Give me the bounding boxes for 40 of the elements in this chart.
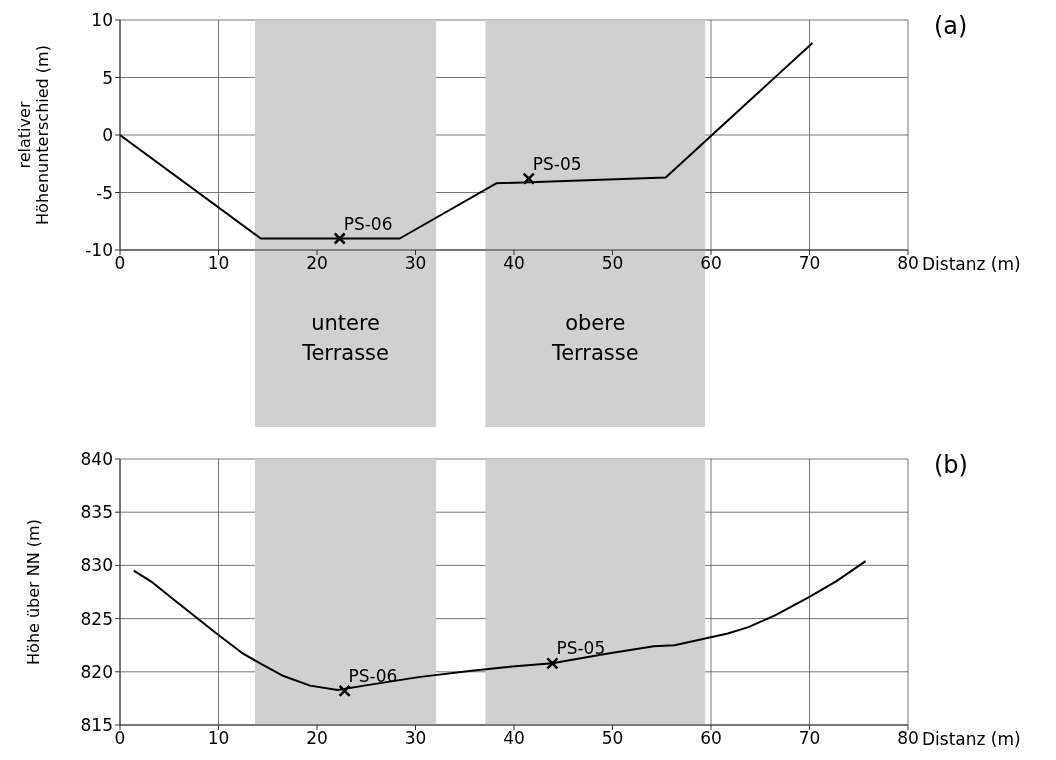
annotation: PS-06 (343, 213, 393, 234)
y-tick-label: 830 (80, 555, 113, 576)
y-tick-label: 815 (80, 715, 113, 736)
y-tick-label: -5 (96, 182, 113, 203)
x-tick-label: 10 (207, 253, 230, 274)
x-tick-label: 50 (601, 253, 624, 274)
y-tick-label: 825 (80, 608, 113, 629)
text: (b) (934, 451, 968, 479)
band-label: untere Terrasse (301, 310, 389, 365)
x-axis-title: Distanz (m) (922, 729, 1021, 749)
y-tick-label: 10 (91, 10, 113, 31)
x-tick-label: 30 (404, 253, 427, 274)
y-axis-title: relativer Höhenunterschied (m) (15, 44, 52, 227)
annotation: PS-05 (532, 153, 582, 174)
x-tick-label: 50 (601, 728, 624, 749)
annotation: PS-06 (348, 665, 398, 686)
y-tick-label: 840 (80, 449, 113, 470)
line-series (120, 42, 814, 240)
x-tick-label: 40 (503, 728, 525, 749)
x-tick-label: 70 (798, 253, 821, 274)
x-tick-label: 30 (404, 728, 427, 749)
x-tick-label: 60 (700, 253, 722, 274)
text: (a) (934, 12, 968, 40)
x-tick-label: 10 (207, 728, 230, 749)
x-tick-label: 80 (897, 253, 919, 274)
x-tick-label: 40 (503, 253, 525, 274)
x-tick-label: 20 (306, 253, 328, 274)
x-tick-label: 20 (306, 728, 328, 749)
x-tick-label: 60 (700, 728, 722, 749)
annotation: PS-05 (556, 638, 606, 659)
x-tick-label: 80 (897, 728, 919, 749)
y-axis-title: Höhe über NN (m) (24, 518, 44, 667)
band-label: obere Terrasse (550, 310, 639, 365)
y-tick-label: 5 (102, 67, 113, 88)
y-tick-label: 835 (80, 502, 113, 523)
y-tick-label: -10 (85, 240, 113, 261)
x-axis-title: Distanz (m) (922, 254, 1021, 274)
y-tick-label: 0 (102, 125, 113, 146)
y-tick-label: 820 (80, 661, 113, 682)
x-tick-label: 70 (798, 728, 821, 749)
